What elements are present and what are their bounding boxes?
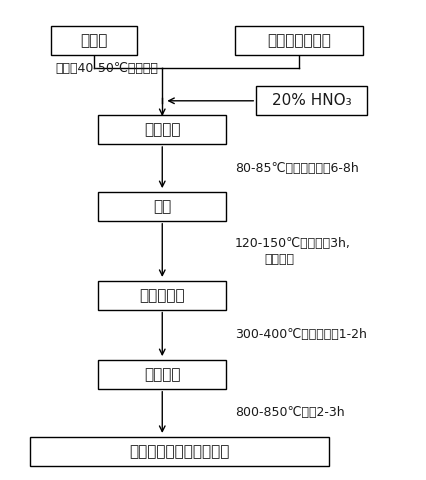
Text: 黑色粉末: 黑色粉末	[144, 367, 180, 382]
FancyBboxPatch shape	[98, 115, 226, 144]
Text: 混合溶液: 混合溶液	[144, 122, 180, 137]
Text: 确酸钙和改性剂: 确酸钙和改性剂	[266, 33, 330, 48]
Text: 溶解、40-50℃摔拌混合: 溶解、40-50℃摔拌混合	[55, 61, 158, 75]
Text: 80-85℃水浴蔣发脱汱6-8h: 80-85℃水浴蔣发脱汱6-8h	[234, 161, 358, 175]
FancyBboxPatch shape	[98, 360, 226, 389]
FancyBboxPatch shape	[234, 26, 362, 55]
FancyBboxPatch shape	[30, 437, 328, 466]
FancyBboxPatch shape	[256, 86, 366, 115]
Text: 800-850℃锻烧2-3h: 800-850℃锻烧2-3h	[234, 406, 344, 420]
Text: 300-400℃自蔓延燃烧1-2h: 300-400℃自蔓延燃烧1-2h	[234, 328, 366, 341]
Text: 凝胶: 凝胶	[153, 199, 171, 214]
Text: 淡黄色粉末: 淡黄色粉末	[139, 288, 184, 303]
FancyBboxPatch shape	[51, 26, 136, 55]
FancyBboxPatch shape	[98, 192, 226, 221]
FancyBboxPatch shape	[98, 281, 226, 310]
Text: 二氧化碳复合钙基吸收剂: 二氧化碳复合钙基吸收剂	[129, 444, 229, 459]
Text: 柠檬酸: 柠檬酸	[80, 33, 107, 48]
Text: 20% HNO₃: 20% HNO₃	[271, 93, 351, 108]
Text: 然后研磨: 然后研磨	[264, 252, 294, 266]
Text: 120-150℃烘干发泡3h,: 120-150℃烘干发泡3h,	[234, 237, 350, 250]
